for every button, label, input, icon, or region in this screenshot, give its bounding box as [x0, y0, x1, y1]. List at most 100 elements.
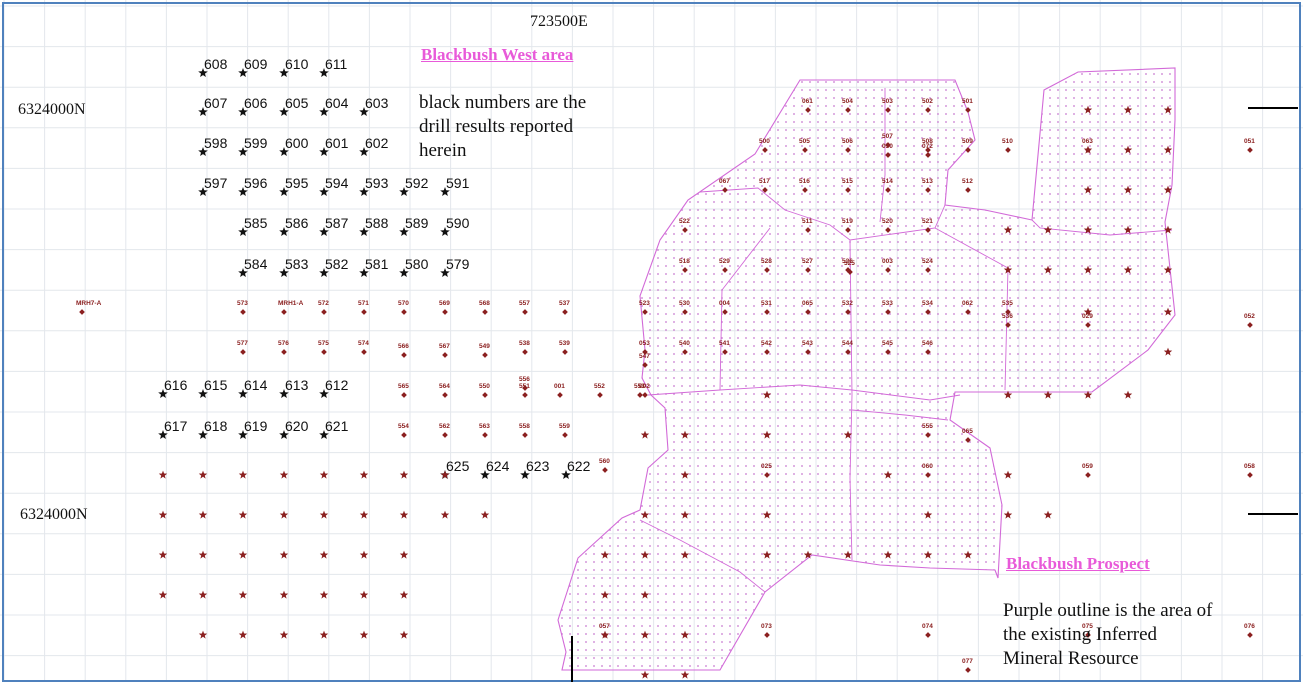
existing-hole-diamond-icon [482, 432, 488, 438]
reported-hole-label: 587 [325, 215, 349, 231]
planned-hole-star-icon [440, 470, 450, 479]
west-note-line-3: herein [419, 140, 467, 161]
reported-hole-label: 597 [204, 175, 228, 191]
existing-hole-diamond-icon [1247, 632, 1253, 638]
existing-hole-diamond-icon [845, 107, 851, 113]
planned-hole-star-icon [1123, 265, 1133, 274]
reported-hole-star-icon [198, 187, 208, 196]
existing-hole-label: 571 [358, 300, 369, 307]
reported-hole-star-icon [319, 187, 329, 196]
planned-hole-star-icon [680, 550, 690, 559]
existing-hole-diamond-icon [401, 392, 407, 398]
existing-hole-label: 525 [844, 260, 855, 267]
existing-hole-diamond-icon [764, 472, 770, 478]
reported-hole-label: 592 [405, 175, 429, 191]
existing-hole-diamond-icon [965, 309, 971, 315]
existing-hole-label: 058 [1244, 463, 1255, 470]
existing-hole-label: 562 [439, 423, 450, 430]
reported-hole-label: 593 [365, 175, 389, 191]
planned-hole-star-icon [843, 430, 853, 439]
existing-hole-label: 065 [802, 300, 813, 307]
planned-hole-star-icon [1003, 470, 1013, 479]
planned-hole-star-icon [158, 590, 168, 599]
reported-hole-label: 595 [285, 175, 309, 191]
existing-hole-label: 564 [439, 383, 450, 390]
reported-hole-star-icon [399, 187, 409, 196]
reported-hole-label: 616 [164, 377, 188, 393]
planned-hole-star-icon [359, 470, 369, 479]
existing-hole-diamond-icon [522, 392, 528, 398]
reported-hole-label: 620 [285, 418, 309, 434]
existing-hole-diamond-icon [79, 309, 85, 315]
existing-hole-diamond-icon [925, 349, 931, 355]
reported-hole-label: 584 [244, 256, 268, 272]
reported-hole-star-icon [279, 187, 289, 196]
existing-hole-diamond-icon [562, 349, 568, 355]
reported-hole-label: 607 [204, 95, 228, 111]
existing-hole-diamond-icon [281, 309, 287, 315]
reported-hole-label: 615 [204, 377, 228, 393]
existing-hole-label: 577 [237, 340, 248, 347]
existing-hole-diamond-icon [845, 227, 851, 233]
planned-hole-star-icon [440, 510, 450, 519]
existing-hole-diamond-icon [482, 352, 488, 358]
existing-hole-diamond-icon [965, 187, 971, 193]
existing-hole-diamond-icon [1247, 322, 1253, 328]
planned-hole-star-icon [640, 590, 650, 599]
existing-hole-diamond-icon [522, 385, 528, 391]
existing-hole-label: 539 [559, 340, 570, 347]
existing-hole-diamond-icon [764, 632, 770, 638]
existing-hole-diamond-icon [805, 349, 811, 355]
existing-hole-diamond-icon [240, 349, 246, 355]
planned-hole-star-icon [680, 470, 690, 479]
planned-hole-star-icon [1123, 390, 1133, 399]
reported-hole-label: 590 [446, 215, 470, 231]
existing-hole-diamond-icon [925, 227, 931, 233]
reported-hole-label: 612 [325, 377, 349, 393]
existing-hole-label: 556 [519, 376, 530, 383]
planned-hole-star-icon [319, 470, 329, 479]
existing-hole-diamond-icon [642, 392, 648, 398]
planned-hole-star-icon [680, 630, 690, 639]
existing-hole-diamond-icon [845, 309, 851, 315]
planned-hole-star-icon [1163, 105, 1173, 114]
existing-hole-label: 074 [922, 623, 933, 630]
planned-hole-star-icon [762, 390, 772, 399]
planned-hole-star-icon [1163, 145, 1173, 154]
planned-hole-star-icon [198, 590, 208, 599]
existing-hole-diamond-icon [925, 472, 931, 478]
existing-hole-label: 506 [842, 138, 853, 145]
existing-hole-label: 543 [802, 340, 813, 347]
reported-hole-star-icon [238, 389, 248, 398]
existing-hole-label: 560 [599, 458, 610, 465]
existing-hole-diamond-icon [562, 309, 568, 315]
planned-hole-star-icon [1003, 225, 1013, 234]
existing-hole-diamond-icon [361, 349, 367, 355]
existing-hole-diamond-icon [637, 392, 643, 398]
existing-hole-label: MRH7-A [76, 300, 102, 307]
reported-hole-star-icon [440, 227, 450, 236]
reported-hole-star-icon [198, 107, 208, 116]
reported-hole-label: 606 [244, 95, 268, 111]
planned-hole-star-icon [640, 430, 650, 439]
existing-hole-diamond-icon [762, 147, 768, 153]
easting-tick-bottom [571, 636, 573, 682]
existing-hole-diamond-icon [925, 187, 931, 193]
existing-hole-diamond-icon [1085, 322, 1091, 328]
existing-hole-diamond-icon [764, 349, 770, 355]
existing-hole-diamond-icon [522, 432, 528, 438]
existing-hole-diamond-icon [925, 147, 931, 153]
existing-hole-diamond-icon [401, 309, 407, 315]
reported-hole-star-icon [279, 389, 289, 398]
reported-hole-star-icon [279, 68, 289, 77]
planned-hole-star-icon [1003, 390, 1013, 399]
planned-hole-star-icon [319, 630, 329, 639]
existing-hole-diamond-icon [240, 309, 246, 315]
existing-hole-label: 570 [398, 300, 409, 307]
planned-hole-star-icon [923, 550, 933, 559]
planned-hole-star-icon [1043, 510, 1053, 519]
existing-hole-label: 062 [962, 300, 973, 307]
existing-hole-label: 552 [594, 383, 605, 390]
planned-hole-star-icon [1123, 145, 1133, 154]
reported-hole-star-icon [359, 187, 369, 196]
